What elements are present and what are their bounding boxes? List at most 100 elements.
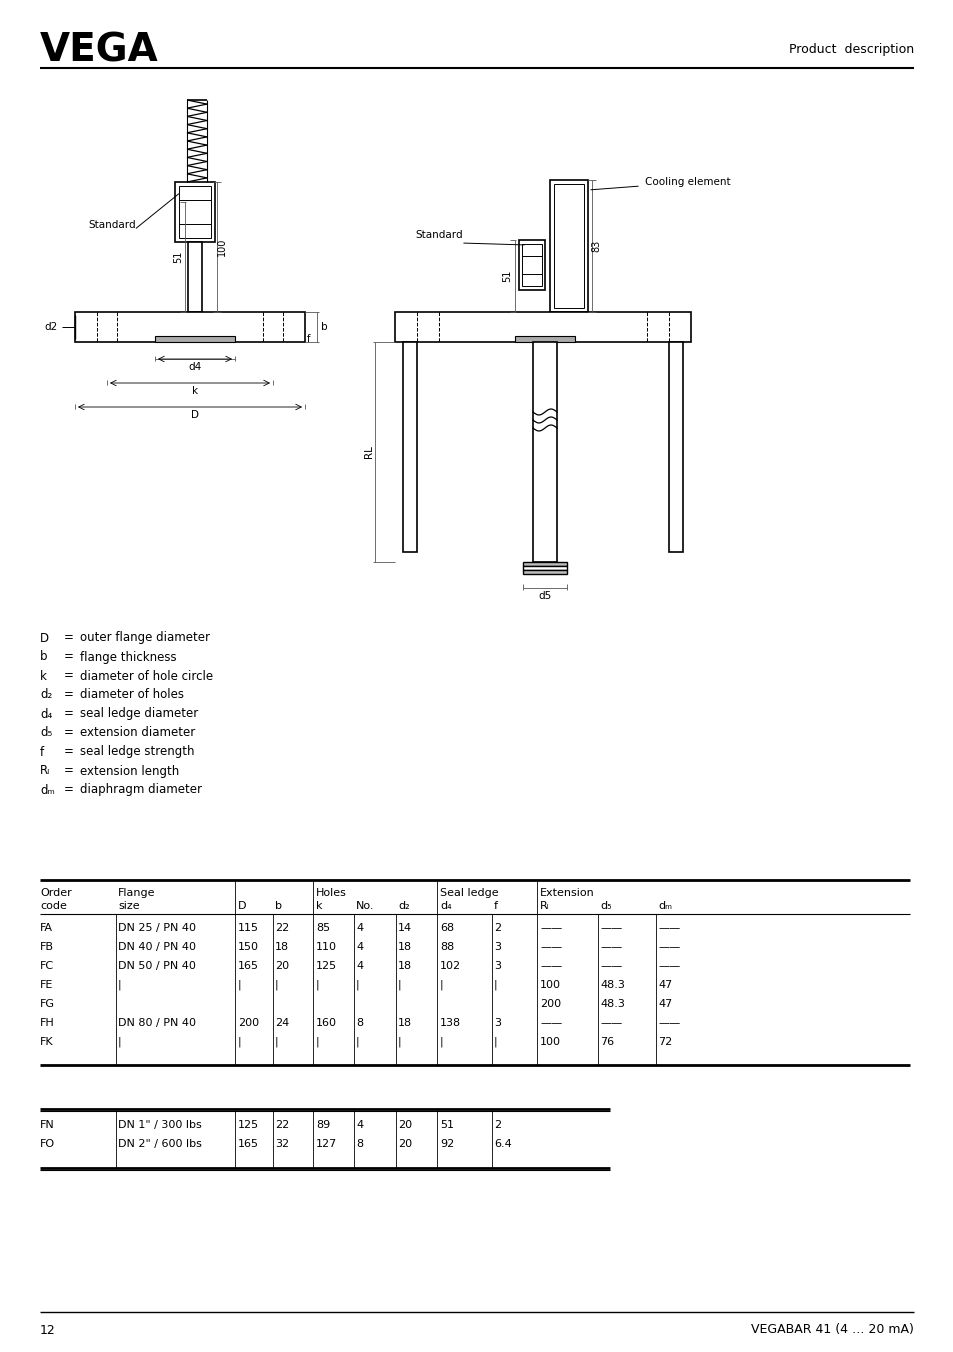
Text: =: = — [64, 745, 73, 758]
Bar — [518, 241, 544, 289]
Text: 8: 8 — [355, 1018, 363, 1028]
Text: =: = — [64, 726, 73, 740]
Text: d₂: d₂ — [397, 900, 409, 911]
Text: |: | — [439, 980, 443, 990]
Text: k: k — [192, 387, 198, 396]
Text: DN 2" / 600 lbs: DN 2" / 600 lbs — [118, 1138, 202, 1149]
Text: =: = — [64, 669, 73, 683]
Bar — [188, 242, 202, 312]
Text: |: | — [439, 1037, 443, 1048]
Text: 127: 127 — [315, 1138, 337, 1149]
Text: 51: 51 — [501, 270, 512, 283]
Text: FK: FK — [40, 1037, 53, 1046]
Text: b: b — [40, 650, 48, 664]
Text: 22: 22 — [274, 1119, 289, 1130]
Text: 89: 89 — [315, 1119, 330, 1130]
Text: 100: 100 — [216, 238, 227, 256]
Text: 24: 24 — [274, 1018, 289, 1028]
Text: 138: 138 — [439, 1018, 460, 1028]
Text: Holes: Holes — [315, 888, 347, 898]
Text: outer flange diameter: outer flange diameter — [80, 631, 210, 645]
Text: seal ledge diameter: seal ledge diameter — [80, 707, 198, 721]
Bar — [154, 337, 234, 342]
Text: d₅: d₅ — [40, 726, 52, 740]
Text: D: D — [191, 410, 199, 420]
Text: ——: —— — [599, 961, 621, 971]
Text: |: | — [274, 980, 278, 990]
Bar — [522, 571, 566, 575]
Text: diameter of holes: diameter of holes — [80, 688, 184, 702]
Text: |: | — [494, 1037, 497, 1048]
Bar — [522, 566, 566, 571]
Text: d₂: d₂ — [40, 688, 52, 702]
Bar — [515, 337, 575, 342]
Text: RL: RL — [364, 446, 374, 458]
Text: 51: 51 — [172, 251, 183, 264]
Text: FC: FC — [40, 961, 54, 971]
Text: f: f — [494, 900, 497, 911]
Text: |: | — [397, 980, 401, 990]
Text: f: f — [40, 745, 44, 758]
Bar — [533, 342, 557, 562]
Text: =: = — [64, 688, 73, 702]
Text: 14: 14 — [397, 923, 412, 933]
Bar — [75, 312, 305, 342]
Text: 83: 83 — [590, 239, 600, 251]
Text: 165: 165 — [237, 961, 258, 971]
Text: d5: d5 — [537, 591, 551, 602]
Text: diaphragm diameter: diaphragm diameter — [80, 784, 202, 796]
Text: 51: 51 — [439, 1119, 454, 1130]
Text: FA: FA — [40, 923, 53, 933]
Text: dₘ: dₘ — [658, 900, 671, 911]
Text: 2: 2 — [494, 1119, 500, 1130]
Text: 4: 4 — [355, 961, 363, 971]
Bar — [179, 187, 211, 238]
Text: dₘ: dₘ — [40, 784, 55, 796]
Text: =: = — [64, 764, 73, 777]
Text: k: k — [315, 900, 322, 911]
Text: code: code — [40, 900, 67, 911]
Text: 72: 72 — [658, 1037, 672, 1046]
Text: seal ledge strength: seal ledge strength — [80, 745, 194, 758]
Text: Standard: Standard — [88, 220, 135, 230]
Bar — [174, 183, 214, 242]
Text: 102: 102 — [439, 961, 460, 971]
Text: 3: 3 — [494, 1018, 500, 1028]
Text: DN 40 / PN 40: DN 40 / PN 40 — [118, 942, 195, 952]
Text: |: | — [118, 980, 121, 990]
Text: =: = — [64, 784, 73, 796]
Text: =: = — [64, 631, 73, 645]
Bar — [522, 562, 566, 566]
Text: 115: 115 — [237, 923, 258, 933]
Text: 125: 125 — [315, 961, 336, 971]
Text: d₅: d₅ — [599, 900, 611, 911]
Text: 8: 8 — [355, 1138, 363, 1149]
Text: d4: d4 — [188, 362, 201, 372]
Text: 22: 22 — [274, 923, 289, 933]
Text: extension diameter: extension diameter — [80, 726, 195, 740]
Text: 100: 100 — [539, 1037, 560, 1046]
Text: 200: 200 — [539, 999, 560, 1009]
Text: ——: —— — [539, 923, 561, 933]
Text: 18: 18 — [397, 1018, 412, 1028]
Text: |: | — [355, 1037, 359, 1048]
Bar — [395, 312, 690, 342]
Bar — [668, 342, 682, 552]
Text: |: | — [237, 980, 241, 990]
Text: ——: —— — [658, 923, 679, 933]
Text: ——: —— — [539, 942, 561, 952]
Text: Rₗ: Rₗ — [40, 764, 51, 777]
Text: 32: 32 — [274, 1138, 289, 1149]
Text: 12: 12 — [40, 1324, 55, 1337]
Text: size: size — [118, 900, 139, 911]
Text: 4: 4 — [355, 942, 363, 952]
Text: ——: —— — [658, 961, 679, 971]
Text: 48.3: 48.3 — [599, 980, 624, 990]
Text: Cooling element: Cooling element — [644, 177, 730, 187]
Text: 2: 2 — [494, 923, 500, 933]
Text: FO: FO — [40, 1138, 55, 1149]
Text: Extension: Extension — [539, 888, 594, 898]
Text: f: f — [306, 334, 310, 343]
Text: FH: FH — [40, 1018, 54, 1028]
Text: 6.4: 6.4 — [494, 1138, 511, 1149]
